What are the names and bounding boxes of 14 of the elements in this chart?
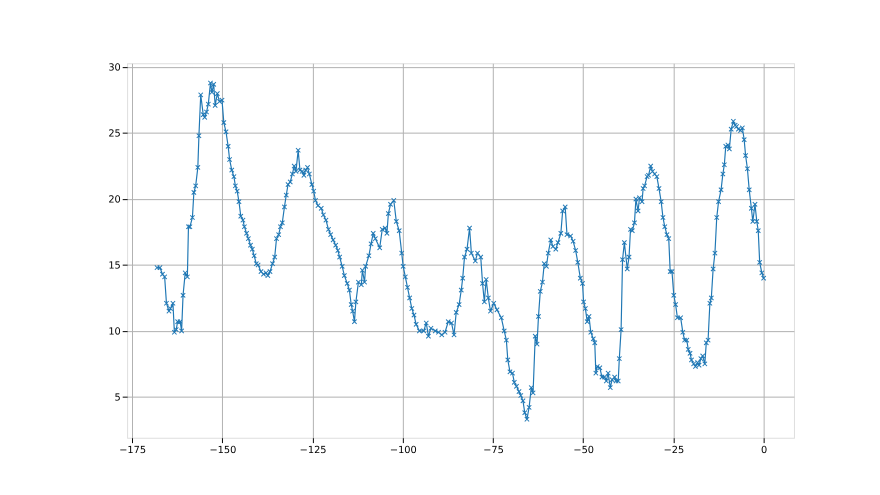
y-tick-label: 20: [108, 194, 121, 206]
x-tick-label: 0: [761, 444, 768, 456]
y-tick-label: 25: [108, 128, 121, 140]
y-tick-label: 10: [108, 326, 121, 338]
x-tick-label: −25: [664, 444, 684, 456]
x-tick-label: −150: [209, 444, 236, 456]
x-tick-label: −75: [483, 444, 504, 456]
x-tick-label: −50: [573, 444, 594, 456]
y-tick-label: 15: [108, 260, 121, 272]
x-tick-label: −100: [390, 444, 417, 456]
y-tick-label: 5: [114, 392, 121, 404]
x-tick-label: −175: [119, 444, 146, 456]
x-tick-label: −125: [300, 444, 326, 456]
y-tick-label: 30: [108, 62, 121, 74]
